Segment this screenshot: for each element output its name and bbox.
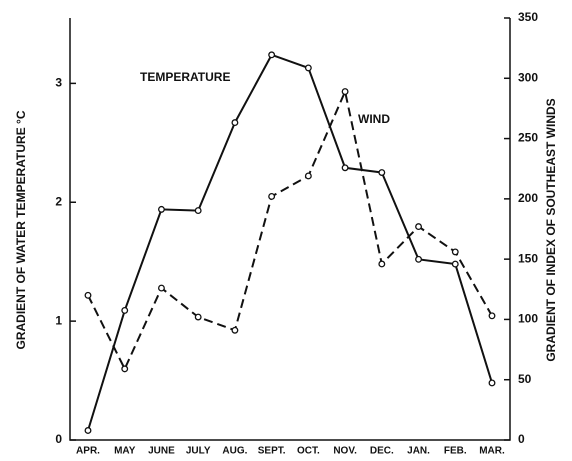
y-tick-label: 2 bbox=[55, 194, 62, 208]
y2-tick-label: 0 bbox=[518, 432, 525, 446]
y2-tick-label: 300 bbox=[518, 70, 538, 84]
point bbox=[121, 306, 129, 314]
point bbox=[84, 291, 92, 299]
point bbox=[84, 427, 92, 434]
y2-tick-label: 350 bbox=[518, 10, 538, 24]
y-tick-label: 1 bbox=[55, 313, 62, 327]
y-tick-label: 3 bbox=[55, 76, 62, 90]
y2-tick-label: 50 bbox=[518, 372, 532, 386]
point bbox=[194, 207, 202, 215]
point bbox=[304, 172, 312, 180]
x-tick-label: DEC. bbox=[370, 446, 394, 457]
x-tick-label: OCT. bbox=[297, 446, 320, 457]
x-tick-label: APR. bbox=[76, 446, 100, 457]
x-tick-label: FEB. bbox=[444, 446, 467, 457]
series-label: TEMPERATURE bbox=[140, 70, 230, 84]
y-tick-label: 0 bbox=[55, 432, 62, 446]
y2-tick-label: 100 bbox=[518, 312, 538, 326]
point bbox=[451, 248, 459, 256]
point bbox=[231, 119, 239, 127]
series-line bbox=[87, 53, 493, 431]
point bbox=[341, 88, 349, 95]
point bbox=[341, 164, 349, 172]
y2-tick-label: 150 bbox=[518, 251, 538, 265]
point bbox=[415, 255, 422, 263]
point bbox=[304, 64, 312, 72]
point bbox=[378, 260, 386, 268]
x-tick-label: SEPT. bbox=[258, 446, 286, 457]
series-label: WIND bbox=[358, 112, 390, 126]
point bbox=[378, 169, 386, 176]
axes bbox=[69, 18, 511, 441]
y2-tick-label: 200 bbox=[518, 191, 538, 205]
x-tick-label: JAN. bbox=[407, 446, 430, 457]
x-tick-label: AUG. bbox=[222, 446, 247, 457]
point bbox=[488, 379, 496, 387]
x-tick-label: JUNE bbox=[148, 446, 175, 457]
point bbox=[415, 223, 422, 231]
point bbox=[268, 192, 276, 200]
y2-axis-label: GRADIENT OF INDEX OF SOUTHEAST WINDS bbox=[544, 98, 558, 361]
y2-tick-label: 250 bbox=[518, 131, 538, 145]
point bbox=[121, 365, 129, 373]
point bbox=[231, 326, 239, 334]
y-axis-label: GRADIENT OF WATER TEMPERATURE °C bbox=[14, 110, 28, 349]
x-tick-label: NOV. bbox=[333, 446, 357, 457]
x-tick-label: JULY bbox=[186, 446, 211, 457]
point bbox=[268, 51, 276, 59]
series-line bbox=[87, 88, 493, 372]
point bbox=[488, 312, 496, 320]
point bbox=[194, 313, 202, 321]
x-tick-label: MAY bbox=[114, 446, 136, 457]
point bbox=[158, 205, 165, 213]
x-tick-label: MAR. bbox=[479, 446, 505, 457]
point bbox=[158, 284, 165, 292]
point bbox=[451, 260, 459, 268]
